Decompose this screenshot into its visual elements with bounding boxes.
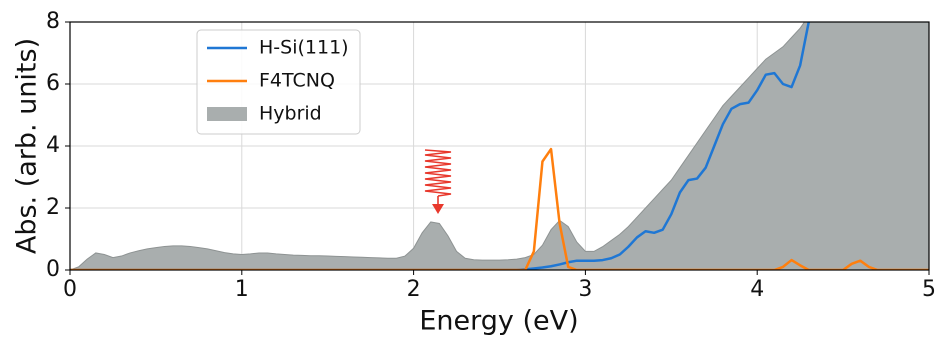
y-tick-label: 4 <box>46 133 60 158</box>
x-tick-label: 1 <box>235 277 249 302</box>
x-tick-label: 2 <box>407 277 421 302</box>
x-axis-label: Energy (eV) <box>419 306 578 337</box>
x-tick-label: 0 <box>63 277 77 302</box>
legend-swatch <box>207 107 247 121</box>
x-tick-label: 4 <box>750 277 764 302</box>
y-tick-label: 0 <box>46 257 60 282</box>
line <box>70 147 929 270</box>
line <box>70 22 811 270</box>
legend: H-Si(111) F4TCNQ Hybrid <box>196 29 361 135</box>
y-axis-label: Abs. (arb. units) <box>12 38 43 254</box>
y-tick-label: 6 <box>46 71 60 96</box>
legend-label: Hybrid <box>259 103 322 125</box>
x-tick-label: 3 <box>578 277 592 302</box>
excitation-icon <box>424 149 452 214</box>
y-tick-label: 2 <box>46 195 60 220</box>
area <box>70 22 929 270</box>
x-tick-label: 5 <box>922 277 936 302</box>
legend-label: F4TCNQ <box>259 70 335 92</box>
legend-label: H-Si(111) <box>259 37 349 59</box>
plot-area <box>70 22 929 270</box>
y-tick-label: 8 <box>46 9 60 34</box>
